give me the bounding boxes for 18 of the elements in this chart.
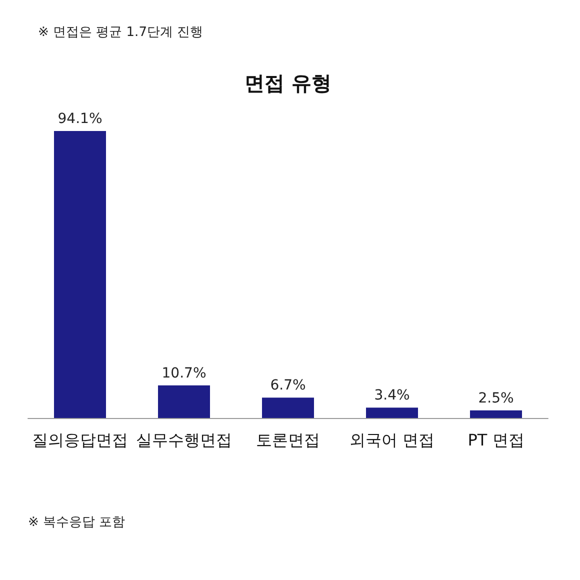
bar bbox=[262, 398, 314, 418]
chart-title: 면접 유형 bbox=[244, 71, 332, 95]
x-tick-label: PT 면접 bbox=[468, 430, 524, 450]
x-tick-label: 실무수행면접 bbox=[136, 430, 232, 450]
data-label: 2.5% bbox=[478, 390, 514, 406]
text: ※ 복수응답 포함 bbox=[28, 515, 126, 530]
text: ※ 면접은 평균 1.7단계 진행 bbox=[38, 25, 204, 40]
data-label: 10.7% bbox=[162, 365, 206, 382]
data-label: 94.1% bbox=[58, 110, 102, 127]
bar bbox=[470, 410, 522, 418]
bar bbox=[54, 130, 106, 418]
data-label: 6.7% bbox=[270, 378, 306, 394]
x-tick-label: 토론면접 bbox=[256, 430, 320, 450]
x-tick-label: 외국어 면접 bbox=[349, 430, 435, 450]
bar bbox=[158, 385, 210, 418]
x-tick-label: 질의응답면접 bbox=[32, 430, 128, 450]
bar bbox=[366, 408, 418, 418]
data-label: 3.4% bbox=[374, 388, 410, 404]
